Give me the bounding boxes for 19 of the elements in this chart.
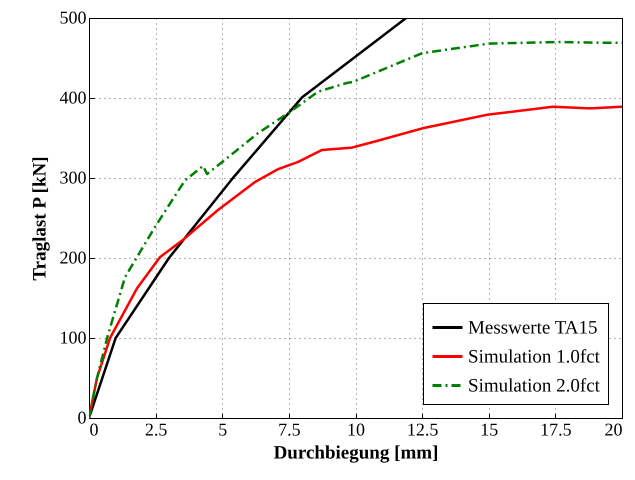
legend-label: Simulation 1.0fct [468,346,601,368]
x-tick-label: 20 [604,420,622,440]
y-tick-label: 300 [60,168,86,188]
legend-label: Messwerte TA15 [468,318,598,338]
x-tick-label: 15 [480,420,498,440]
x-tick-label: 7.5 [278,420,301,440]
x-tick-label: 2.5 [144,420,168,440]
y-tick-label: 400 [60,88,86,108]
y-tick-label: 200 [60,248,86,268]
y-tick-label: 500 [60,8,86,28]
y-axis-title: Traglast P [kN] [30,156,50,281]
line-series [89,40,622,418]
x-tick-label: 10 [347,420,365,440]
x-axis-title: Durchbiegung [mm] [274,442,438,464]
y-tick-label: 100 [60,328,86,348]
x-tick-label: 12.5 [406,420,438,440]
legend-label: Simulation 2.0fct [468,376,601,396]
x-tick-label: 5 [218,420,228,440]
x-tick-label: 17.5 [540,420,572,440]
